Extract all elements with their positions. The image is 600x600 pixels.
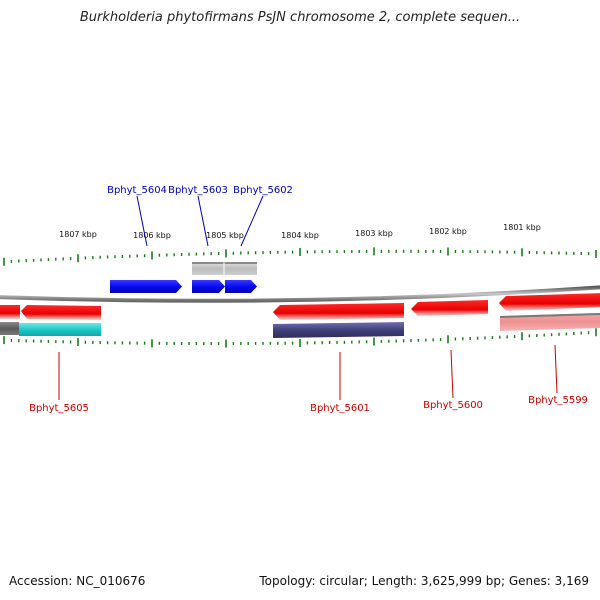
topology-summary: Topology: circular; Length: 3,625,999 bp… [259,574,589,588]
feature-band-cyan [19,323,101,336]
scale-label-1802: 1802 kbp [429,227,467,236]
scale-ticks-lower [3,328,597,348]
forward-gene-labels: Bphyt_5604 Bphyt_5603 Bphyt_5602 [107,185,293,196]
label-bphyt-5600[interactable]: Bphyt_5600 [423,400,483,411]
map-title: Burkholderia phytofirmans PsJN chromosom… [79,10,521,25]
feature-band-dark [0,322,19,335]
feature-band-pink [500,313,600,331]
gene-bphyt-5603[interactable] [192,280,225,293]
feature-bands-lower [0,313,600,338]
chromosome-backbone [0,285,600,303]
label-bphyt-5603[interactable]: Bphyt_5603 [168,185,228,196]
gene-bphyt-5606-partial[interactable] [0,305,20,319]
forward-leader-lines [136,195,264,247]
feature-band-navy [273,322,404,338]
label-bphyt-5602[interactable]: Bphyt_5602 [233,185,293,196]
gene-bphyt-5605[interactable] [21,305,101,320]
gene-bphyt-5602[interactable] [225,280,257,293]
label-bphyt-5599[interactable]: Bphyt_5599 [528,395,588,406]
scale-ticks-upper [3,247,597,266]
label-bphyt-5601[interactable]: Bphyt_5601 [310,403,370,414]
reverse-gene-labels: Bphyt_5605 Bphyt_5601 Bphyt_5600 Bphyt_5… [29,395,588,414]
gene-bphyt-5600[interactable] [411,300,488,316]
scale-label-1803: 1803 kbp [355,229,393,238]
gene-bphyt-5601[interactable] [273,303,404,320]
scale-label-1807: 1807 kbp [59,230,97,239]
label-bphyt-5605[interactable]: Bphyt_5605 [29,403,89,414]
gene-bphyt-5604[interactable] [110,280,182,293]
accession-text: Accession: NC_010676 [9,574,146,588]
forward-genes [110,280,257,293]
feature-band-pink-edge [500,313,600,318]
scale-label-1801: 1801 kbp [503,223,541,232]
reverse-leader-lines [58,344,558,400]
scale-label-1805: 1805 kbp [206,231,244,240]
label-bphyt-5604[interactable]: Bphyt_5604 [107,185,167,196]
gene-bphyt-5599[interactable] [499,293,600,311]
reverse-genes [0,293,600,320]
scale-label-1804: 1804 kbp [281,231,319,240]
scale-label-1806: 1806 kbp [133,231,171,240]
scale-labels: 1807 kbp 1806 kbp 1805 kbp 1804 kbp 1803… [59,223,541,240]
